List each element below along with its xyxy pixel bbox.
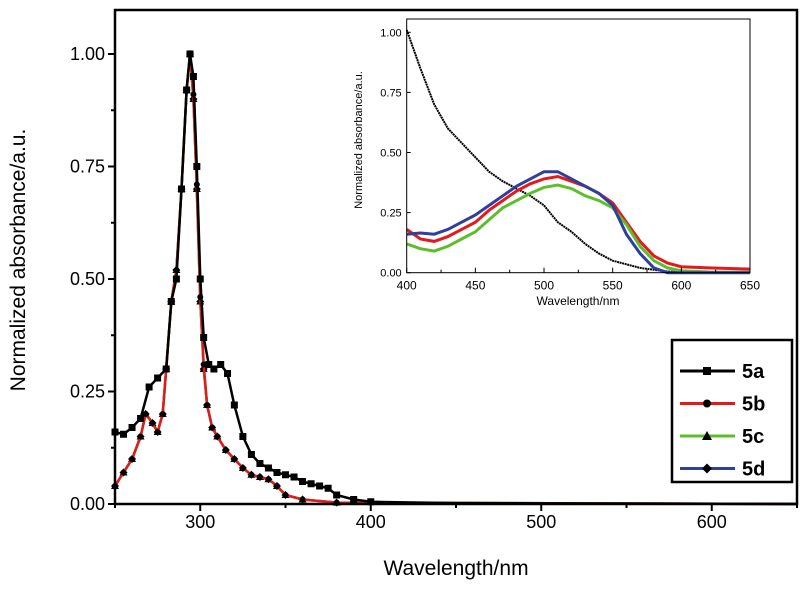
marker-5a	[224, 370, 232, 377]
marker-5a	[290, 473, 298, 481]
legend-marker-5d	[702, 463, 712, 474]
legend-label-5c: 5c	[742, 426, 764, 448]
marker-5a	[273, 469, 281, 476]
marker-5a	[196, 275, 204, 283]
marker-5a	[299, 478, 307, 485]
inset-x-tick-label: 450	[465, 279, 485, 293]
y-tick-label: 0.50	[70, 269, 105, 289]
x-tick-label: 300	[185, 512, 215, 532]
inset-series-line-5b	[405, 174, 751, 271]
marker-5a	[145, 383, 153, 391]
y-tick-label: 0.75	[70, 157, 105, 177]
marker-5b	[222, 447, 229, 453]
marker-5b	[214, 433, 221, 440]
legend-label-5a: 5a	[742, 361, 765, 383]
inset-x-tick-label: 500	[534, 279, 554, 293]
x-tick-label: 500	[526, 512, 556, 532]
marker-5a	[256, 460, 264, 467]
marker-5b	[239, 465, 246, 471]
marker-5a	[264, 464, 272, 472]
legend-box	[670, 338, 794, 484]
legend-label-5d: 5d	[742, 459, 765, 481]
marker-5b	[120, 469, 127, 476]
marker-5a	[189, 73, 197, 80]
legend-marker-5b	[703, 399, 711, 408]
x-axis-label: Wavelength/nm	[383, 557, 528, 580]
marker-5b	[282, 492, 289, 498]
marker-5a	[367, 498, 375, 506]
inset-x-tick-label: 600	[671, 279, 691, 293]
marker-5b	[256, 474, 263, 480]
marker-5a	[193, 163, 201, 170]
main-plot: 0.00 0.25 0.50 0.75 1.00 300 400 500 600	[70, 8, 799, 532]
inset-y-tick-label: 1.00	[380, 27, 401, 39]
inset-y-tick-label: 0.00	[380, 268, 401, 280]
marker-5a	[307, 480, 315, 488]
marker-5a	[324, 484, 332, 492]
inset-y-tick-label: 0.25	[380, 208, 401, 220]
marker-5a	[217, 361, 225, 368]
legend-label-5b: 5b	[742, 394, 765, 416]
legend-marker-5c	[702, 431, 712, 440]
marker-5b	[142, 411, 149, 417]
marker-5a	[167, 298, 175, 305]
marker-5a	[128, 424, 136, 431]
inset-plot: 0.00 0.25 0.50 0.75 1.00 400 450 500 550 600 650	[380, 18, 760, 293]
marker-5b	[154, 429, 161, 435]
y-tick-label: 0.00	[70, 494, 105, 514]
marker-5a	[154, 374, 162, 382]
marker-5a	[172, 275, 180, 283]
inset-x-tick-label: 400	[397, 279, 417, 293]
inset-x-tick-label: 650	[740, 279, 760, 293]
marker-5b	[149, 420, 156, 426]
marker-5a	[350, 496, 358, 503]
inset-x-axis-label: Wavelength/nm	[537, 294, 620, 308]
marker-5a	[162, 365, 170, 373]
marker-5b	[204, 402, 211, 408]
marker-5a	[210, 365, 218, 373]
marker-5b	[273, 483, 280, 489]
legend: 5a 5b 5c 5d	[670, 338, 794, 484]
marker-5b	[265, 476, 272, 483]
inset-series-line-5c	[406, 183, 751, 274]
y-axis-label: Normalized absorbance/a.u.	[7, 129, 30, 392]
legend-marker-5a	[703, 367, 711, 375]
marker-5a	[120, 430, 128, 438]
inset-y-axis-label: Normalized absorbance/a.u.	[353, 71, 365, 209]
marker-5b	[129, 456, 136, 462]
marker-5a	[247, 451, 255, 458]
inset-y-tick-label: 0.75	[380, 87, 401, 99]
marker-5a	[137, 415, 145, 422]
marker-5b	[137, 433, 144, 440]
inset-series-line-5a	[405, 29, 751, 274]
y-tick-label: 1.00	[70, 44, 105, 64]
marker-5a	[282, 471, 289, 479]
inset-x-tick-label: 550	[603, 279, 623, 293]
marker-5b	[231, 456, 238, 462]
marker-5a	[239, 433, 247, 440]
marker-5a	[177, 185, 185, 193]
marker-5a	[230, 401, 238, 409]
marker-5a	[205, 361, 213, 368]
x-tick-label: 400	[356, 512, 386, 532]
marker-5a	[200, 334, 208, 341]
x-tick-label: 600	[697, 512, 727, 532]
marker-5a	[316, 482, 324, 490]
marker-5a	[183, 86, 191, 94]
inset-y-tick-label: 0.50	[380, 148, 401, 160]
inset-background	[406, 19, 750, 273]
marker-5a	[186, 50, 194, 58]
inset-series-line-5d	[406, 170, 750, 275]
marker-5b	[299, 496, 306, 503]
marker-5b	[200, 361, 207, 368]
marker-5b	[159, 411, 166, 417]
marker-5b	[248, 471, 255, 478]
marker-5b	[209, 424, 216, 431]
marker-5a	[333, 491, 341, 499]
y-tick-label: 0.25	[70, 382, 105, 402]
